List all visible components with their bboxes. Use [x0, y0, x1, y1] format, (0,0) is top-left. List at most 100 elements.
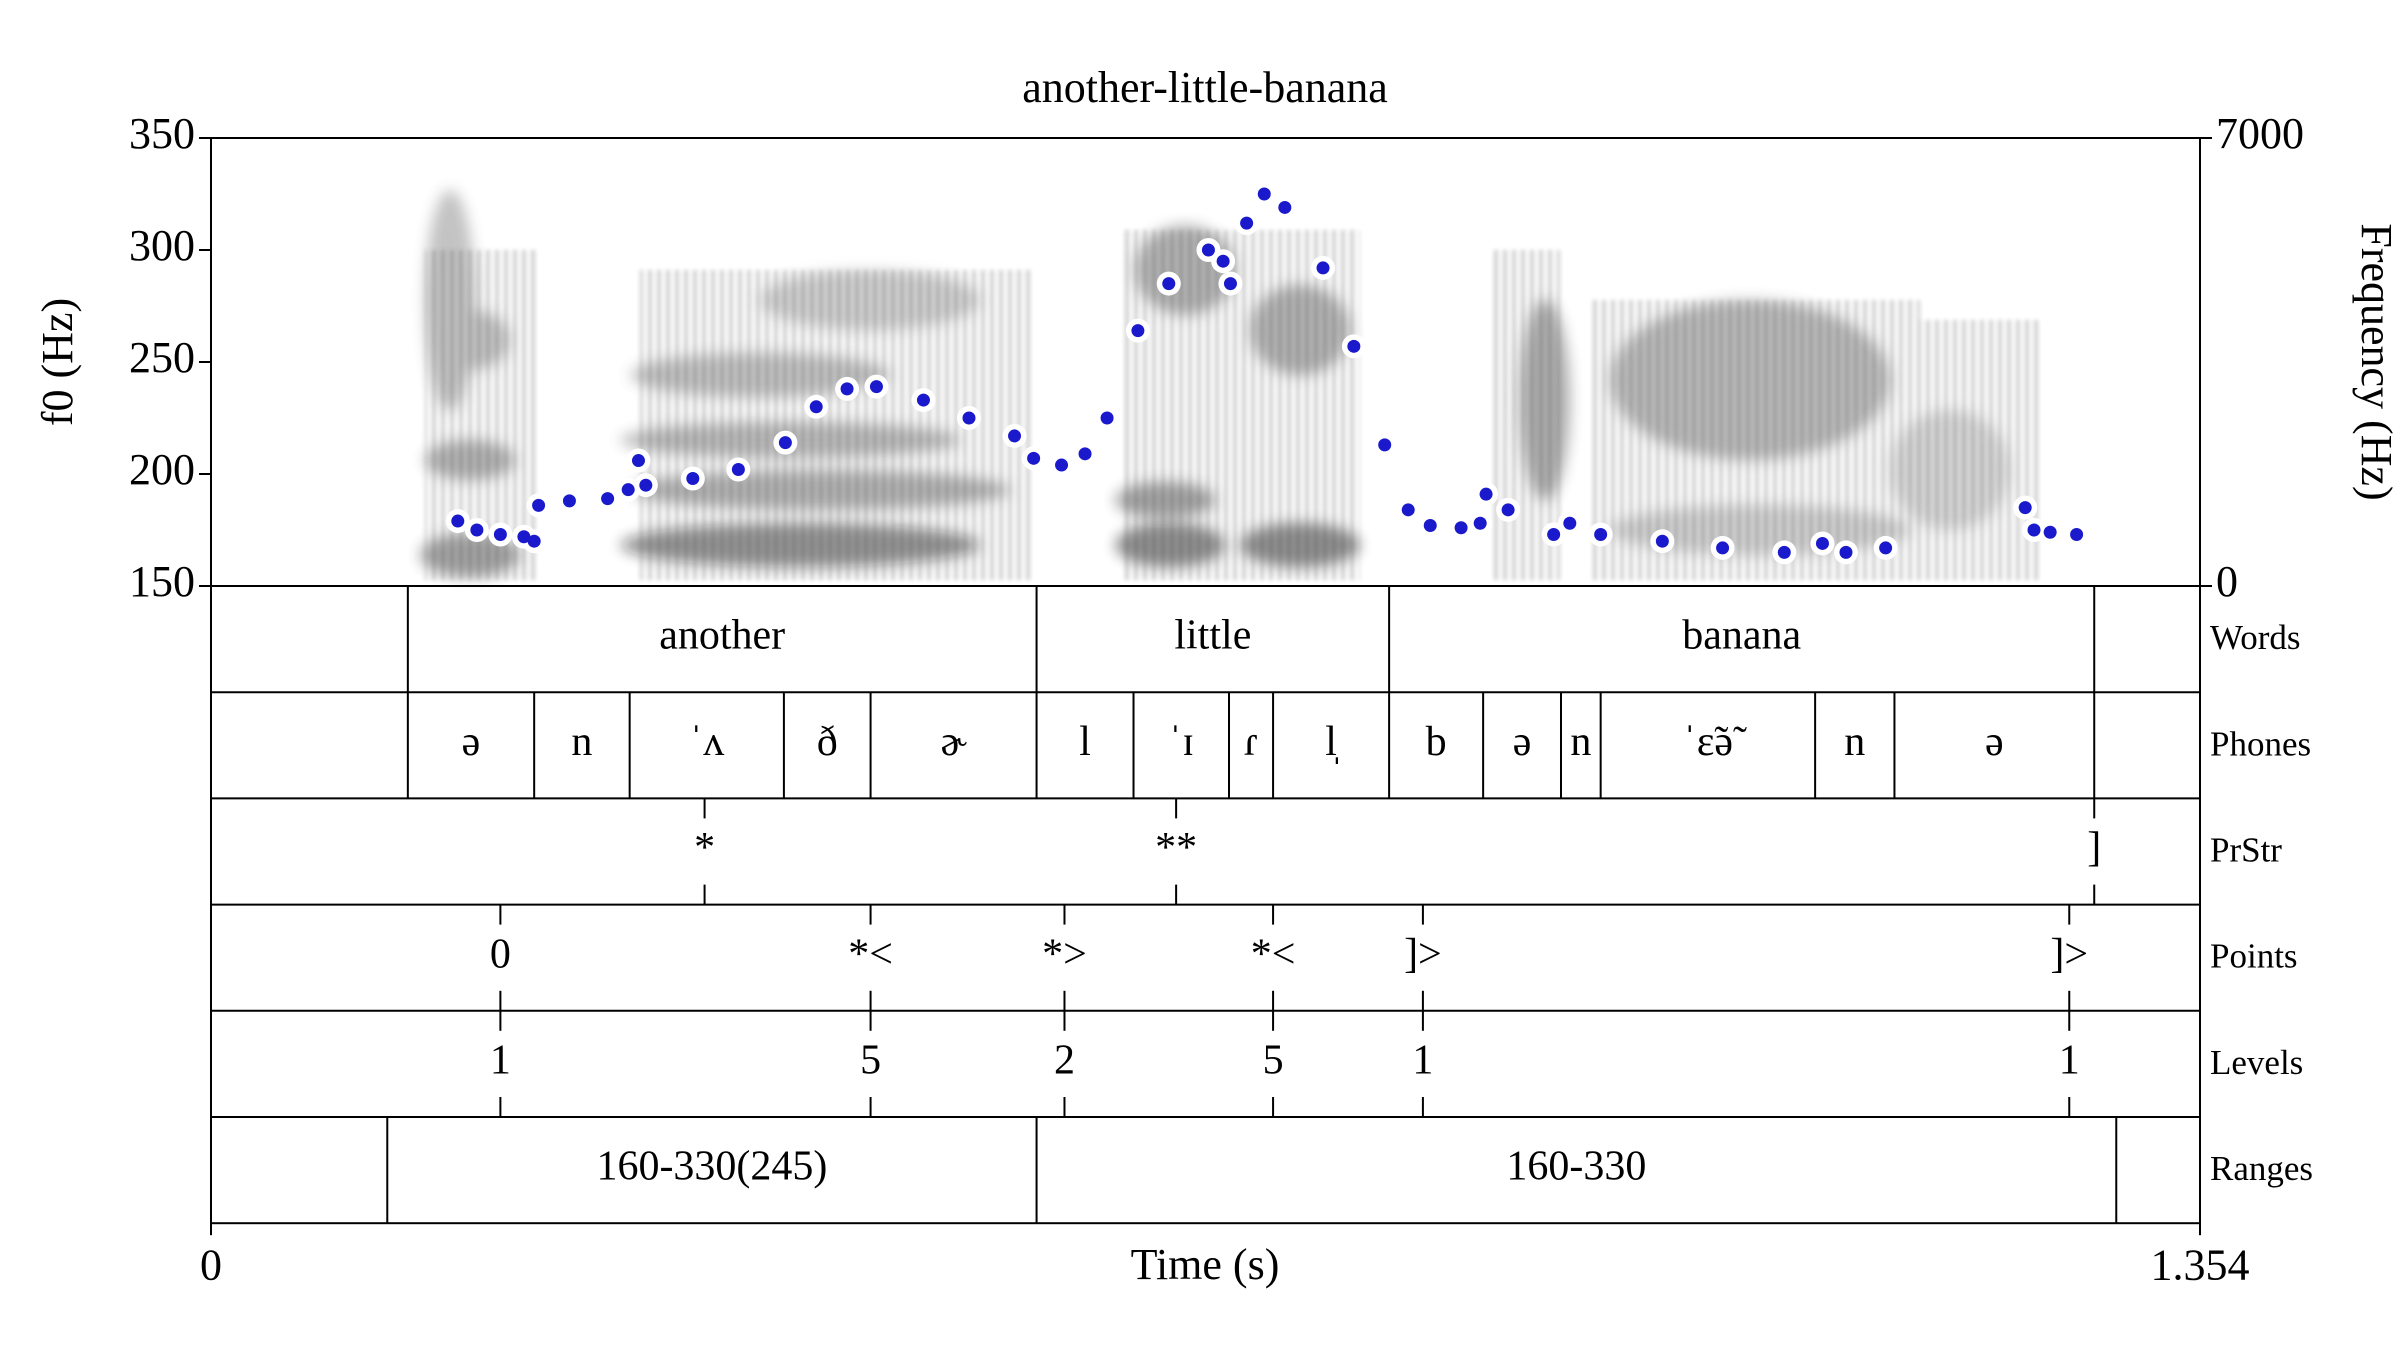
tier-name: Points [2210, 937, 2298, 976]
point-label: 1 [2059, 1038, 2080, 1084]
interval-label: n [1844, 719, 1865, 765]
f0-point [809, 400, 823, 414]
x-tick-label: 1.354 [2151, 1240, 2250, 1289]
y-tick-label: 350 [129, 109, 195, 158]
interval-label: n [571, 719, 592, 765]
interval-label: n [1570, 719, 1591, 765]
f0-point [731, 463, 745, 477]
chart-title: another-little-banana [1022, 63, 1388, 112]
plot-frame [210, 137, 2201, 1225]
tier-name: Phones [2210, 724, 2311, 763]
f0-point [562, 494, 576, 508]
f0-point [621, 483, 635, 497]
f0-point [686, 471, 700, 485]
f0-point [527, 534, 541, 548]
f0-point [1008, 429, 1022, 443]
f0-point [1378, 438, 1392, 452]
interval-label: ˈɪ [1168, 719, 1194, 765]
x-axis-label: Time (s) [1131, 1240, 1280, 1289]
y2-axis-label: Frequency (Hz) [2352, 223, 2400, 500]
f0-point [631, 454, 645, 468]
interval-label: ɾ [1244, 719, 1258, 765]
f0-point [2027, 523, 2041, 537]
f0-point [1655, 534, 1669, 548]
f0-point [2070, 527, 2084, 541]
point-label: 5 [1263, 1038, 1284, 1084]
point-label: 0 [490, 931, 511, 977]
spectrogram [420, 190, 2040, 580]
f0-point [1879, 541, 1893, 555]
interval-label: ɚ [940, 719, 967, 765]
f0-point [1055, 458, 1069, 472]
f0-point [1027, 451, 1041, 465]
interval-label: b [1426, 719, 1447, 765]
f0-point [1162, 277, 1176, 291]
f0-point [778, 436, 792, 450]
point-label: ** [1155, 825, 1197, 871]
y-tick-label: 200 [129, 445, 195, 494]
interval-label: ˈɛ̃ə̃ [1683, 719, 1747, 765]
point-label: * [694, 825, 715, 871]
f0-point [532, 498, 546, 512]
f0-point [639, 478, 653, 492]
interval-label: another [659, 613, 785, 659]
tier-name: Words [2210, 618, 2301, 657]
f0-point [601, 492, 615, 506]
f0-point [1777, 545, 1791, 559]
y-tick-label: 250 [129, 333, 195, 382]
f0-point [869, 380, 883, 394]
point-label: 1 [490, 1038, 511, 1084]
interval-label: ˈʌ [689, 719, 724, 765]
f0-point [916, 393, 930, 407]
f0-point [493, 527, 507, 541]
point-label: *> [1042, 931, 1087, 977]
interval-label: ə [1513, 719, 1532, 765]
point-label: ]> [1404, 931, 1442, 977]
interval-label: 160-330 [1506, 1144, 1646, 1190]
f0-point [1257, 187, 1271, 201]
f0-point [1501, 503, 1515, 517]
interval-label: little [1174, 613, 1251, 659]
f0-point [470, 523, 484, 537]
f0-point [1479, 487, 1493, 501]
f0-point [840, 382, 854, 396]
y2-tick-label: 0 [2216, 557, 2238, 606]
f0-point [1223, 277, 1237, 291]
point-label: 2 [1054, 1038, 1075, 1084]
x-tick-label: 0 [200, 1240, 222, 1289]
f0-point [451, 514, 465, 528]
interval-label: ə [462, 719, 481, 765]
f0-point [1401, 503, 1415, 517]
point-label: 5 [860, 1038, 881, 1084]
f0-point [1078, 447, 1092, 461]
point-label: *< [1251, 931, 1296, 977]
f0-point [1347, 339, 1361, 353]
f0-point [1815, 536, 1829, 550]
interval-label: ə [1985, 719, 2004, 765]
y-tick-label: 300 [129, 221, 195, 270]
interval-label: banana [1682, 613, 1801, 659]
point-label: *< [848, 931, 893, 977]
f0-point [1454, 521, 1468, 535]
interval-label: l [1079, 719, 1091, 765]
f0-point [1100, 411, 1114, 425]
f0-point [1473, 516, 1487, 530]
point-label: ] [2087, 825, 2101, 871]
f0-point [517, 530, 531, 544]
y2-tick-label: 7000 [2216, 109, 2304, 158]
f0-point [1839, 545, 1853, 559]
f0-point [2043, 525, 2057, 539]
f0-point [1201, 243, 1215, 257]
f0-point [1240, 216, 1254, 230]
f0-point [1547, 527, 1561, 541]
f0-point [962, 411, 976, 425]
interval-label: 160-330(245) [596, 1144, 827, 1190]
interval-label: ð [817, 719, 838, 765]
y-tick-label: 150 [129, 557, 195, 606]
interval-label: l̩ [1325, 719, 1339, 765]
f0-point [1278, 200, 1292, 214]
f0-point [1716, 541, 1730, 555]
y-axis-label: f0 (Hz) [33, 298, 82, 426]
f0-point [1131, 324, 1145, 338]
